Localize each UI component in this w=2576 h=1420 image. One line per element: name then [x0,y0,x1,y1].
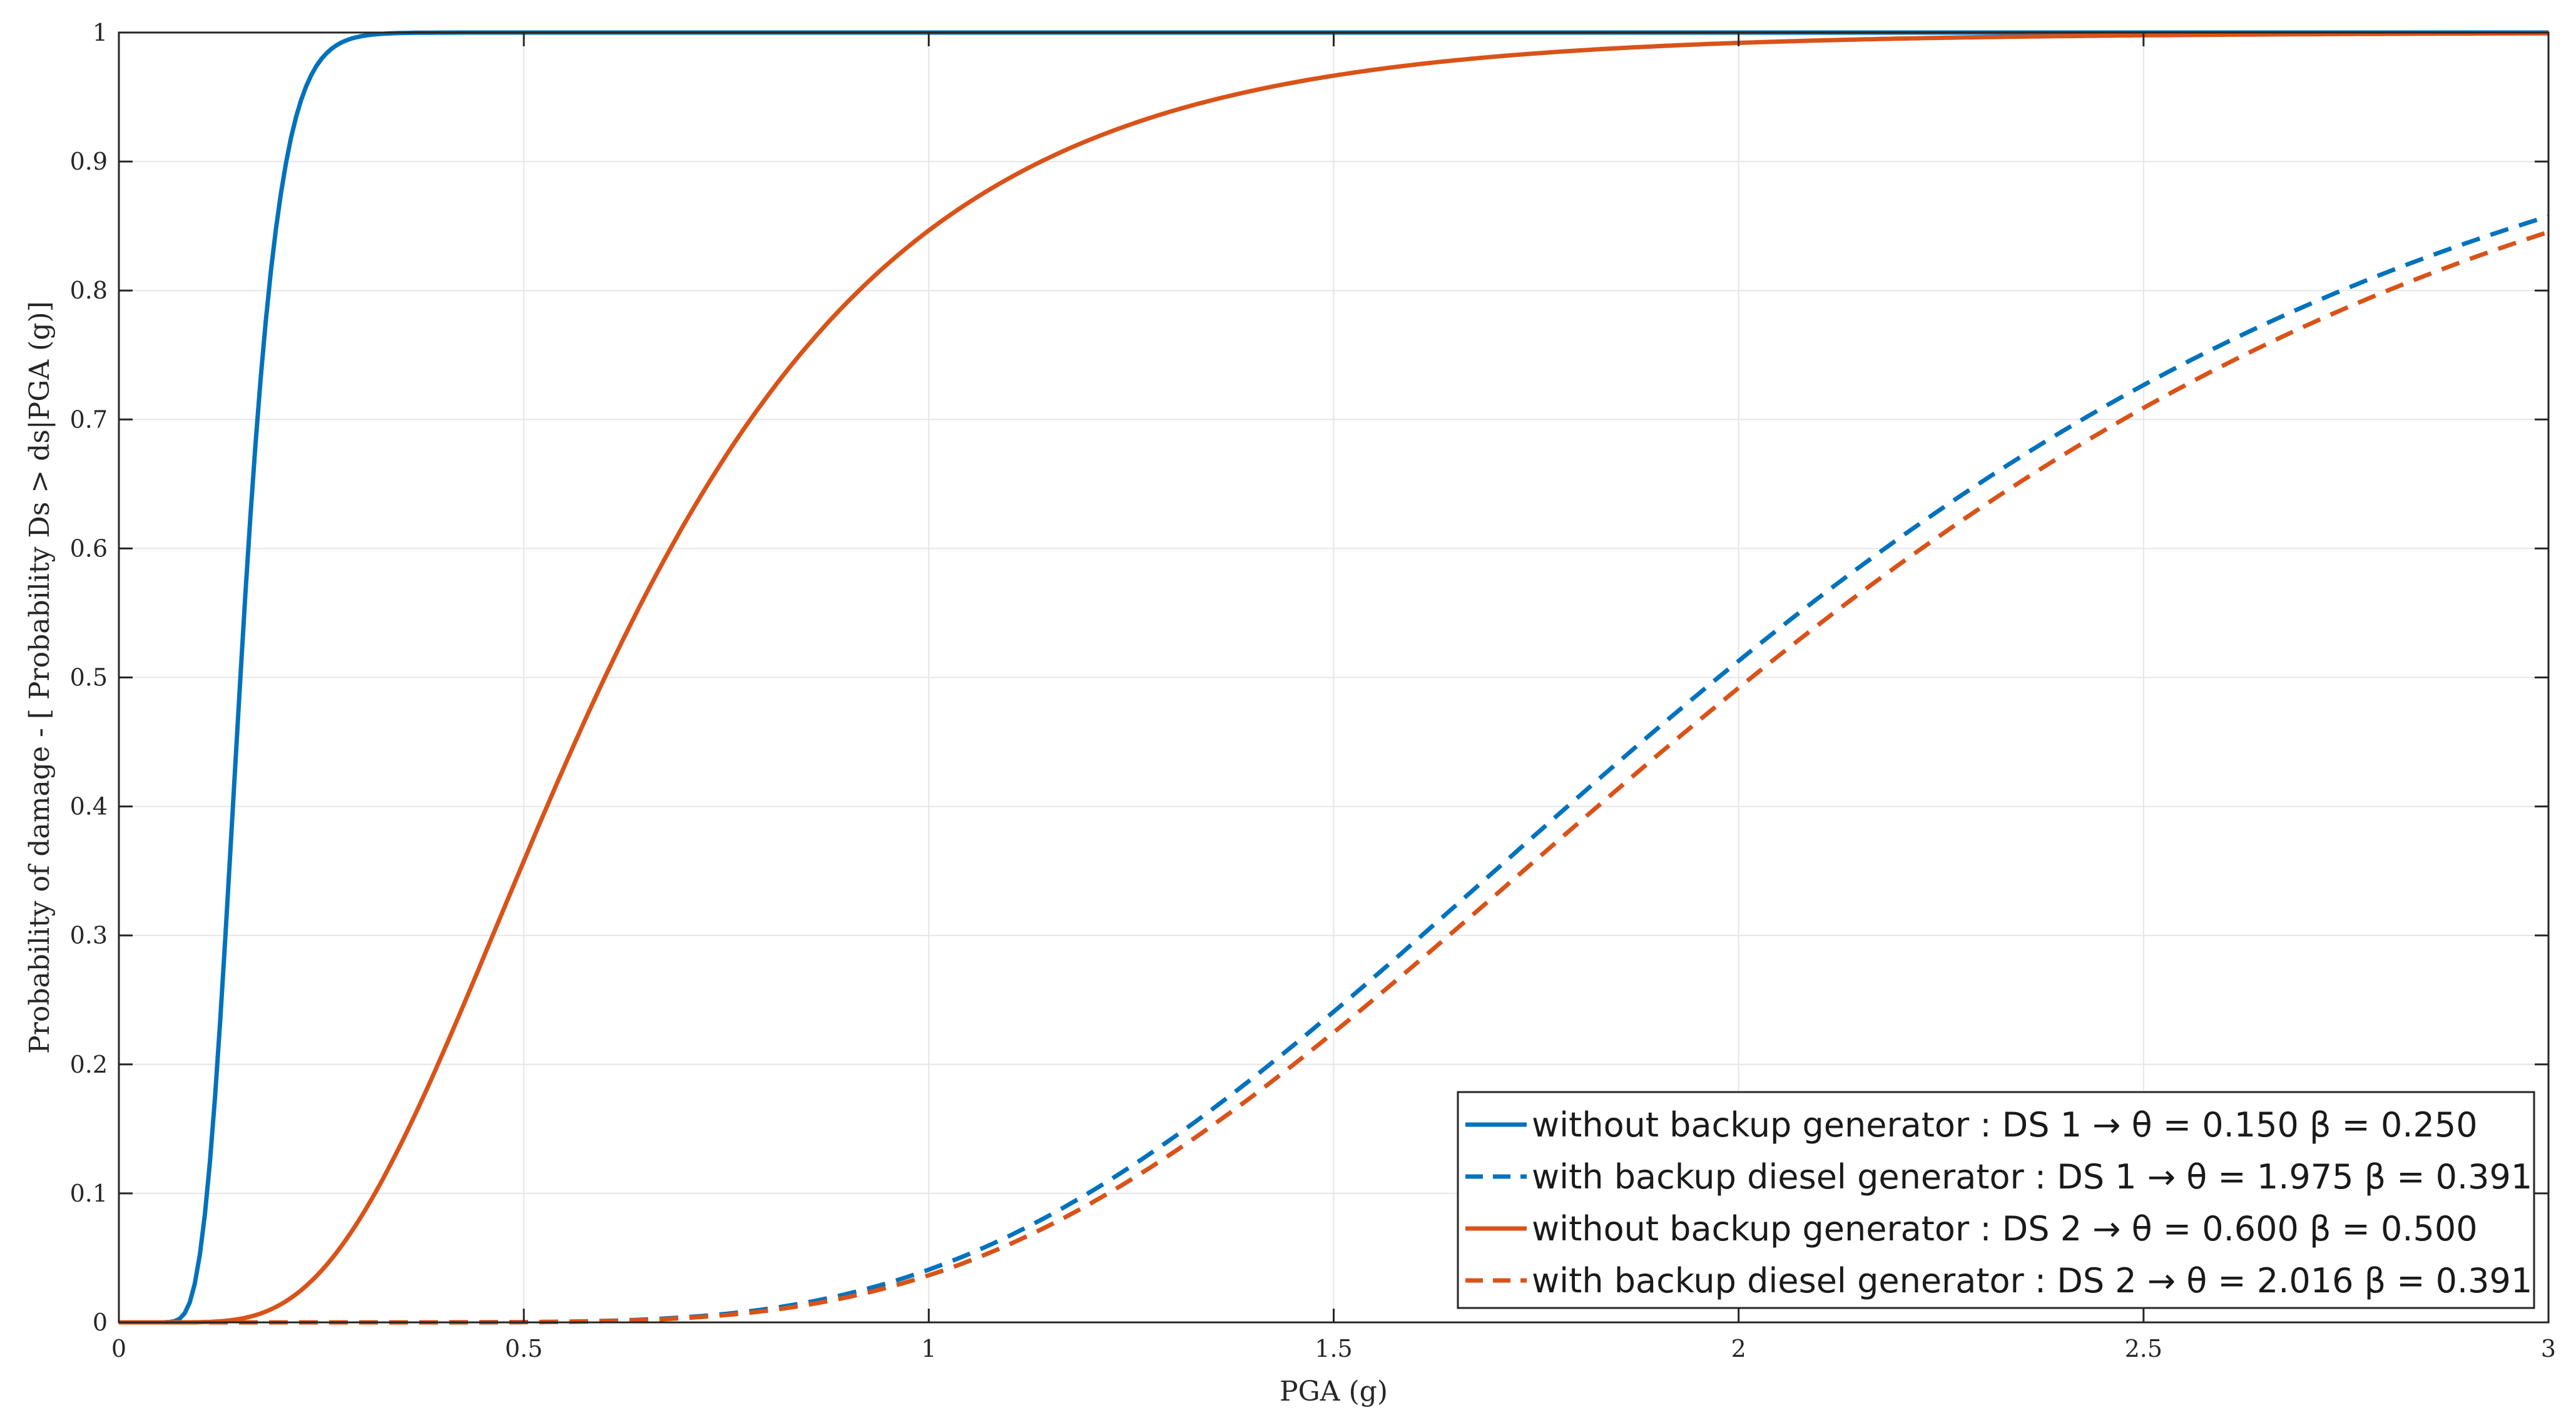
y-tick-label: 0.1 [70,1180,108,1207]
y-tick-label: 0.9 [70,148,108,175]
y-tick-label: 0.8 [70,277,108,304]
legend-label-3: without backup generator : DS 2 → θ = 0.… [1532,1209,2478,1249]
y-tick-label: 0.4 [70,793,108,820]
x-tick-label: 2.5 [2125,1335,2162,1362]
x-tick-label: 0 [111,1335,126,1362]
legend-label-1: without backup generator : DS 1 → θ = 0.… [1532,1105,2478,1145]
x-tick-label: 1 [921,1335,936,1362]
legend-label-2: with backup diesel generator : DS 1 → θ … [1532,1157,2532,1197]
y-tick-label: 0.3 [70,922,108,949]
y-axis-label: Probability of damage - [ Probability Ds… [24,301,56,1054]
legend-label-4: with backup diesel generator : DS 2 → θ … [1532,1261,2532,1300]
y-tick-label: 0.5 [70,664,108,692]
x-axis-label: PGA (g) [1280,1376,1388,1407]
y-tick-label: 0.7 [70,406,108,433]
x-tick-label: 3 [2541,1335,2556,1362]
grid [119,33,2548,1322]
y-tick-label: 1 [93,19,108,46]
x-tick-label: 0.5 [505,1335,542,1362]
y-tick-label: 0.2 [70,1051,108,1078]
x-tick-label: 1.5 [1315,1335,1352,1362]
legend: without backup generator : DS 1 → θ = 0.… [1457,1091,2535,1309]
y-tick-label: 0.6 [70,534,108,562]
y-tick-label: 0 [93,1309,108,1336]
legend-box [1457,1091,2535,1309]
x-tick-label: 2 [1731,1335,1746,1362]
ticks: 0 0.5 1 1.5 2 2.5 3 0 0.1 0.2 0.3 0.4 0.5 0.6 0.7 0.8 0.… [70,19,2557,1362]
